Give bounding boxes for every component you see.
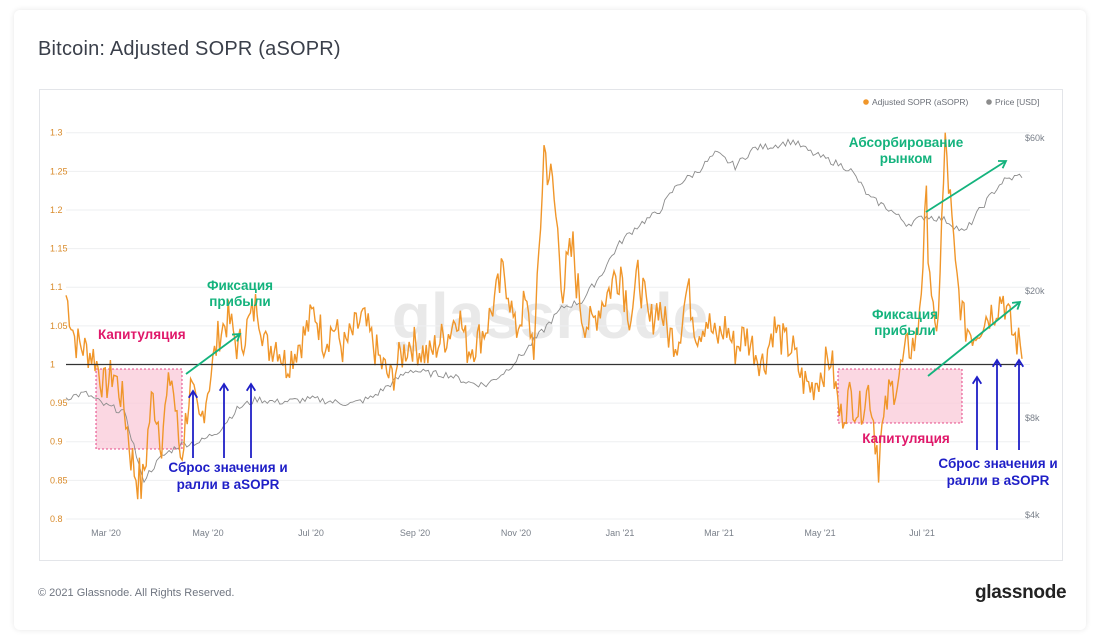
y-left-tick-label: 1.15 [50,244,68,254]
profit-arrow-right [927,300,1022,377]
reset-arrow-left-0 [187,389,199,458]
capitulation-box [837,368,963,424]
y-right-tick-label: $60k [1025,133,1045,143]
annotation-reset-left-line2: ралли в aSOPR [177,477,280,492]
annotation-profit-left-line2: прибыли [209,294,270,309]
annotation-arrows [185,160,1025,458]
annotation-absorb-line2: рынком [880,151,933,166]
reset-arrow-right-1 [991,358,1003,450]
watermark: glassnode [392,280,709,352]
x-tick-label: May '21 [804,528,835,538]
reset-arrow-left-1 [218,382,230,458]
annotation-capitulation-left: Капитуляция [98,327,186,342]
capitulation-boxes [95,368,963,450]
legend[interactable]: Adjusted SOPR (aSOPR) Price [USD] [863,97,1039,107]
capitulation-box [95,368,183,450]
x-tick-label: Mar '21 [704,528,734,538]
y-right-tick-label: $20k [1025,286,1045,296]
x-tick-label: Nov '20 [501,528,531,538]
profit-arrow-left [185,333,242,375]
asopr-series-line [65,132,1023,500]
reset-arrow-right-0 [971,375,983,450]
y-left-tick-label: 1.3 [50,128,63,138]
y-left-tick-label: 1.05 [50,321,68,331]
annotation-reset-right-line1: Сброс значения и [938,456,1057,471]
y-left-tick-label: 1 [50,359,55,369]
legend-price-marker [986,99,992,105]
footer-copyright: © 2021 Glassnode. All Rights Reserved. [38,587,235,599]
annotation-absorb-line1: Абсорбирование [849,135,964,150]
y-left-tick-label: 0.85 [50,475,68,485]
y-left-tick-label: 0.8 [50,514,63,524]
x-tick-label: Jul '20 [298,528,324,538]
footer-logo[interactable]: glassnode [975,582,1067,603]
annotation-reset-right-line2: ралли в aSOPR [947,473,1050,488]
x-tick-label: Jul '21 [909,528,935,538]
legend-price-label[interactable]: Price [USD] [995,97,1039,107]
y-left-tick-label: 1.1 [50,282,63,292]
y-right-tick-label: $8k [1025,413,1040,423]
annotation-profit-right-line1: Фиксация [872,307,938,322]
x-tick-label: Sep '20 [400,528,430,538]
y-left-tick-label: 0.95 [50,398,68,408]
y-right-tick-label: $4k [1025,510,1040,520]
price-series-line [65,138,1023,484]
annotation-profit-left-line1: Фиксация [207,278,273,293]
absorb-arrow [925,160,1008,213]
annotation-capitulation-right: Капитуляция [862,431,950,446]
legend-asopr-marker [863,99,869,105]
annotation-profit-right-line2: прибыли [874,323,935,338]
reset-arrow-left-2 [245,382,257,458]
chart-title: Bitcoin: Adjusted SOPR (aSOPR) [38,38,341,60]
x-tick-label: Mar '20 [91,528,121,538]
y-left-tick-label: 0.9 [50,437,63,447]
y-left-tick-label: 1.25 [50,166,68,176]
x-tick-label: Jan '21 [606,528,635,538]
x-tick-label: May '20 [192,528,223,538]
y-left-tick-label: 1.2 [50,205,63,215]
axis-ticks: 0.8 0.85 0.9 0.95 1 1.05 1.1 1.15 1.2 1.25 1.3 $4k $… [50,128,1045,538]
reset-arrow-right-2 [1013,358,1025,450]
legend-asopr-label[interactable]: Adjusted SOPR (aSOPR) [872,97,969,107]
annotation-reset-left-line1: Сброс значения и [168,460,287,475]
